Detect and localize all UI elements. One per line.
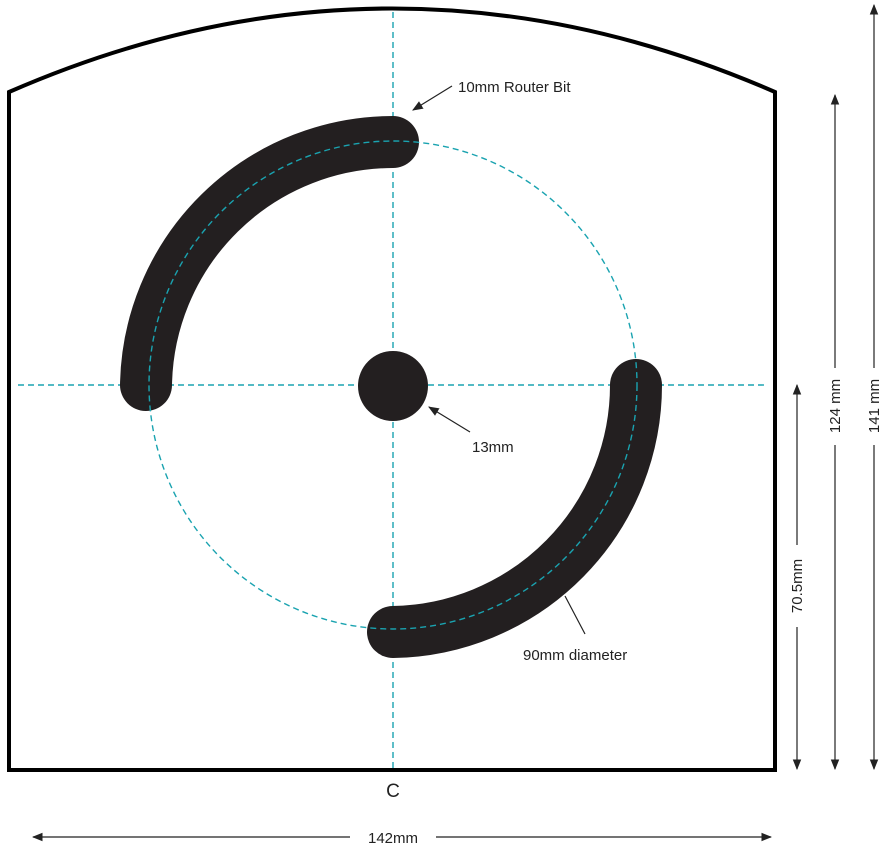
diameter-leader — [564, 595, 586, 635]
total-height-label: 141 mm — [866, 379, 881, 433]
router-bit-label: 10mm Router Bit — [458, 79, 571, 96]
center-hole — [358, 351, 428, 421]
center-mark-label: C — [386, 781, 400, 802]
shoulder-height-label: 124 mm — [827, 379, 844, 433]
diameter-label: 90mm diameter — [523, 647, 627, 664]
router-bit-leader — [412, 85, 453, 111]
diameter-circle — [148, 140, 638, 630]
upper-left-slot — [120, 116, 419, 411]
center-hole-leader — [428, 406, 471, 433]
width-label: 142mm — [368, 830, 418, 845]
center-hole-label: 13mm — [472, 439, 514, 456]
center-height-label: 70.5mm — [789, 559, 806, 613]
